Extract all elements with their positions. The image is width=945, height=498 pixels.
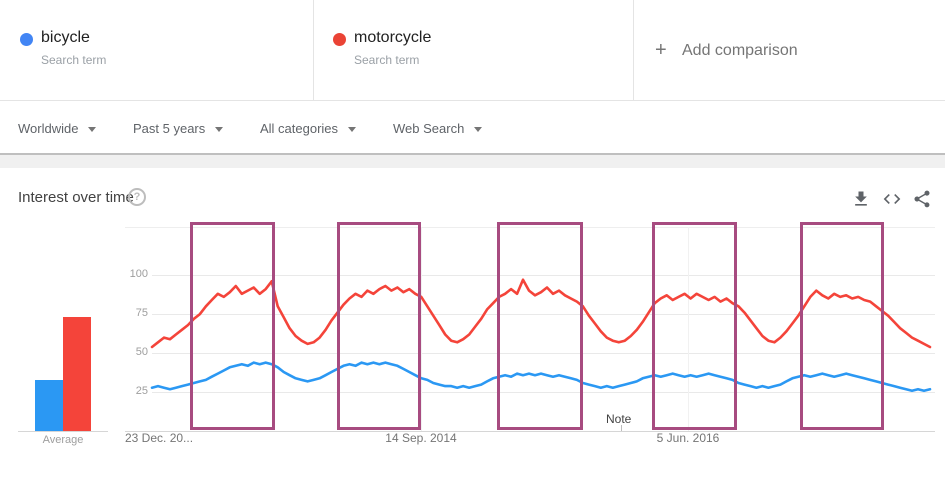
section-separator [0,153,945,168]
y-axis-label: 25 [135,385,148,397]
average-axis-line [18,431,108,432]
gridline [421,227,422,431]
plus-icon: + [655,39,667,61]
section-title: Interest over time [18,189,134,206]
series-color-dot-bicycle [20,33,33,46]
highlight-box [652,222,737,430]
comparison-row: bicycle Search term motorcycle Search te… [0,0,945,101]
filter-category-dropdown[interactable]: All categories [260,121,357,136]
x-axis-label: 23 Dec. 20... [125,431,194,445]
add-comparison-button[interactable]: + Add comparison [633,0,945,100]
filter-time-value: Past 5 years [133,121,206,136]
embed-icon[interactable] [882,189,902,209]
gridline [152,353,935,354]
y-axis-label: 75 [135,307,148,319]
help-icon[interactable]: ? [128,188,146,206]
average-bar-motorcycle [63,317,91,431]
gridline [125,227,935,228]
card-divider [633,0,634,100]
gridline [152,392,935,393]
y-axis-label: 100 [129,268,148,280]
x-axis-line [125,431,935,432]
add-comparison-label: Add comparison [682,42,798,59]
filter-search-type-dropdown[interactable]: Web Search [393,121,483,136]
filter-category-value: All categories [260,121,339,136]
highlight-box [337,222,421,430]
comparison-card-bicycle[interactable]: bicycle Search term [0,0,313,100]
chevron-down-icon [348,127,357,133]
average-label: Average [42,434,84,446]
share-icon[interactable] [912,189,932,209]
x-axis-label: 14 Sep. 2014 [385,431,457,445]
filter-search-type-value: Web Search [393,121,465,136]
highlight-box [800,222,884,430]
term-label: bicycle [41,29,90,46]
average-bar-bicycle [35,380,63,431]
download-icon[interactable] [851,189,871,209]
x-axis-label: 5 Jun. 2016 [656,431,720,445]
filter-region-value: Worldwide [18,121,79,136]
card-divider [313,0,314,100]
term-label: motorcycle [354,29,432,46]
gridline [152,275,935,276]
chevron-down-icon [474,127,483,133]
filter-bar: Worldwide Past 5 years All categories We… [0,101,945,153]
highlight-box [497,222,583,430]
note-tick-mark [621,425,622,431]
series-color-dot-motorcycle [333,33,346,46]
chevron-down-icon [88,127,97,133]
comparison-card-motorcycle[interactable]: motorcycle Search term [313,0,633,100]
y-axis-label: 50 [135,346,148,358]
filter-time-dropdown[interactable]: Past 5 years [133,121,224,136]
note-label[interactable]: Note [606,412,632,426]
term-subtitle: Search term [354,53,420,67]
chevron-down-icon [215,127,224,133]
highlight-box [190,222,275,430]
term-subtitle: Search term [41,53,107,67]
filter-region-dropdown[interactable]: Worldwide [18,121,97,136]
